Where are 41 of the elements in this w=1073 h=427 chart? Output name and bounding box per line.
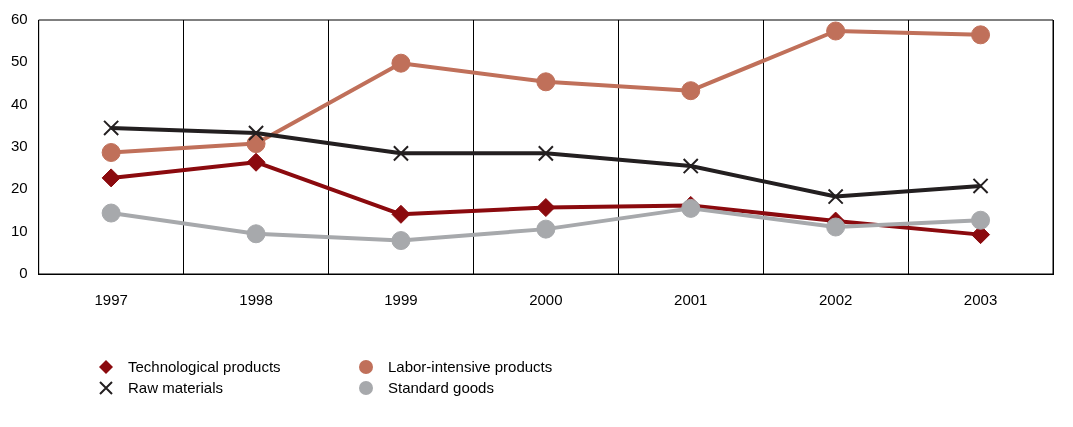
point — [103, 119, 120, 137]
point — [972, 177, 989, 195]
legend-label: Standard goods — [388, 379, 494, 396]
point — [827, 188, 844, 205]
y-tick-label: 50 — [11, 52, 28, 70]
point — [247, 124, 265, 142]
point — [391, 53, 411, 73]
legend-label: Raw materials — [128, 379, 224, 396]
point — [101, 143, 121, 162]
x-tick-label: 1997 — [94, 291, 128, 309]
point — [246, 152, 266, 172]
point — [536, 198, 556, 218]
point — [971, 210, 991, 230]
point — [391, 231, 411, 251]
x-tick-label: 2000 — [529, 291, 563, 309]
point — [536, 72, 556, 92]
point — [101, 203, 121, 223]
point — [682, 157, 699, 175]
x-tick-label: 2003 — [963, 291, 998, 309]
x-tick-label: 2001 — [674, 291, 708, 309]
y-tick-label: 30 — [11, 137, 28, 155]
x-tick-label: 2002 — [818, 291, 853, 309]
y-tick-label: 40 — [11, 94, 28, 112]
y-tick-label: 0 — [19, 264, 28, 282]
x-tick-label: 1998 — [239, 291, 273, 309]
point — [101, 168, 121, 188]
point — [246, 224, 266, 244]
y-tick-label: 10 — [11, 221, 28, 239]
y-tick-label: 20 — [11, 179, 28, 197]
point — [537, 145, 554, 162]
point — [971, 25, 991, 45]
legend-label: Technological products — [128, 358, 281, 375]
y-tick-label: 60 — [11, 10, 28, 28]
point — [536, 219, 556, 239]
point — [392, 145, 410, 162]
x-tick-label: 1999 — [384, 291, 418, 309]
point — [681, 81, 701, 101]
legend-label: Labor-intensive products — [388, 358, 553, 375]
point — [826, 21, 846, 41]
point — [391, 204, 411, 224]
point — [826, 217, 846, 237]
